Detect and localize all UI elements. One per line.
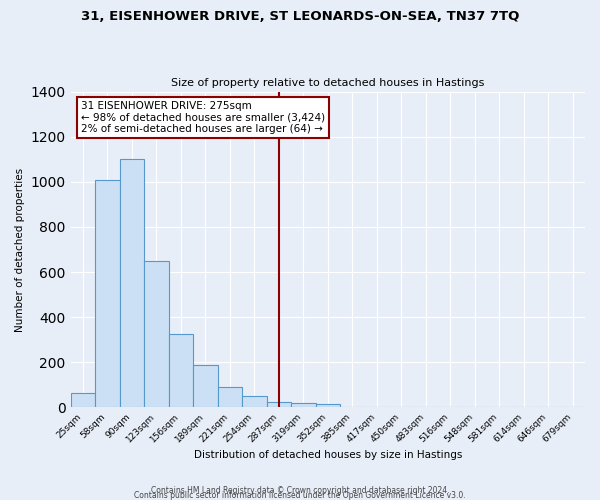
Bar <box>144 261 169 408</box>
Bar <box>218 387 242 407</box>
Bar <box>71 393 95 407</box>
Text: 31 EISENHOWER DRIVE: 275sqm
← 98% of detached houses are smaller (3,424)
2% of s: 31 EISENHOWER DRIVE: 275sqm ← 98% of det… <box>81 101 325 134</box>
Bar <box>95 180 119 408</box>
Bar <box>316 404 340 407</box>
Bar <box>291 403 316 407</box>
Bar <box>169 334 193 407</box>
Text: 31, EISENHOWER DRIVE, ST LEONARDS-ON-SEA, TN37 7TQ: 31, EISENHOWER DRIVE, ST LEONARDS-ON-SEA… <box>81 10 519 23</box>
Text: Contains HM Land Registry data © Crown copyright and database right 2024.: Contains HM Land Registry data © Crown c… <box>151 486 449 495</box>
Title: Size of property relative to detached houses in Hastings: Size of property relative to detached ho… <box>171 78 484 88</box>
X-axis label: Distribution of detached houses by size in Hastings: Distribution of detached houses by size … <box>194 450 462 460</box>
Bar <box>193 364 218 408</box>
Text: Contains public sector information licensed under the Open Government Licence v3: Contains public sector information licen… <box>134 491 466 500</box>
Bar <box>266 402 291 407</box>
Bar <box>242 396 266 407</box>
Y-axis label: Number of detached properties: Number of detached properties <box>15 168 25 332</box>
Bar <box>119 160 144 408</box>
